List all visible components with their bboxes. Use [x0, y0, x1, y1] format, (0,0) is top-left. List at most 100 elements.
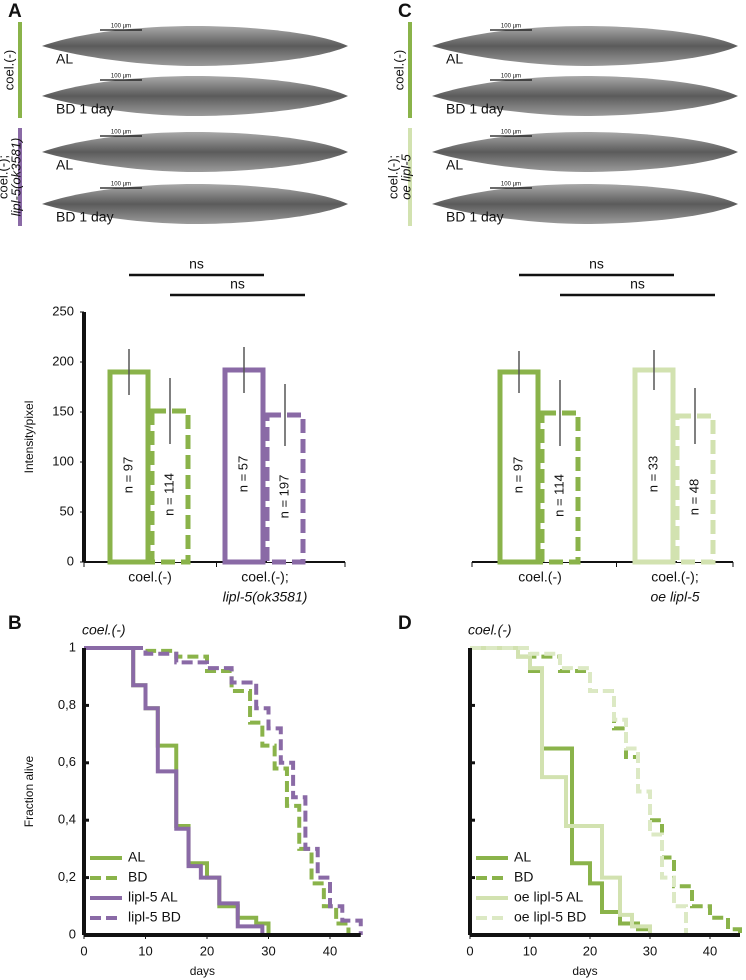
x-axis-label: days [572, 964, 597, 978]
x-tick-label: coel.(-) [518, 569, 562, 585]
worm-image [432, 26, 738, 66]
survival-curve [470, 646, 688, 935]
y-tick-label: 0,2 [58, 869, 76, 884]
y-tick-label: 150 [52, 403, 74, 418]
y-tick-label: 0,4 [58, 812, 76, 827]
x-tick-label: 20 [200, 943, 214, 958]
y-tick-label: 1 [69, 639, 76, 654]
legend-label: BD [128, 869, 147, 885]
x-tick-label: coel.(-); [241, 569, 288, 585]
worm-image [432, 76, 738, 116]
y-tick-label: 0,8 [58, 697, 76, 712]
legend-label: BD [514, 869, 533, 885]
n-label: n = 114 [551, 474, 566, 517]
x-tick-label: 0 [80, 943, 87, 958]
image-label: BD 1 day [56, 101, 114, 117]
scale-bar-label: 100 µm [111, 182, 131, 188]
group-label: oe lipl-5 [398, 153, 413, 199]
worm-image [42, 26, 348, 66]
image-label: AL [446, 157, 463, 173]
survival-curve [84, 646, 265, 935]
scale-bar-label: 100 µm [111, 130, 131, 136]
legend-label: oe lipl-5 BD [514, 909, 586, 925]
worm-image [42, 184, 348, 224]
x-tick-label: coel.(-) [128, 569, 172, 585]
significance-label: ns [589, 256, 604, 272]
group-label: lipl-5(ok3581) [8, 138, 23, 217]
group-label: coel.(-); [0, 155, 10, 199]
y-tick-label: 50 [60, 503, 74, 518]
panel-label: B [8, 613, 22, 634]
x-tick-label: 10 [138, 943, 152, 958]
scale-bar-label: 100 µm [501, 24, 521, 30]
survival-curve [470, 646, 652, 935]
n-label: n = 97 [510, 457, 525, 494]
image-label: BD 1 day [56, 209, 114, 225]
n-label: n = 97 [120, 457, 135, 494]
panel-label: D [398, 613, 412, 634]
group-bar [18, 128, 22, 226]
image-label: AL [56, 51, 73, 67]
legend-label: lipl-5 AL [128, 889, 178, 905]
group-label: coel.(-); [385, 155, 400, 199]
x-tick-label: 20 [583, 943, 597, 958]
y-tick-label: 200 [52, 353, 74, 368]
image-label: BD 1 day [446, 101, 504, 117]
n-label: n = 57 [235, 456, 250, 493]
x-tick-label: coel.(-); [651, 569, 698, 585]
panel-label: C [398, 1, 412, 22]
panel-label: A [8, 1, 22, 22]
significance-label: ns [630, 276, 645, 292]
chart-title: coel.(-) [82, 622, 126, 638]
n-label: n = 114 [161, 473, 176, 516]
significance-label: ns [189, 256, 204, 272]
worm-image [432, 184, 738, 224]
x-tick-label: oe lipl-5 [650, 589, 699, 605]
y-tick-label: 0 [69, 926, 76, 941]
bar [497, 369, 541, 565]
group-bar [408, 128, 412, 226]
y-tick-label: 0 [67, 553, 74, 568]
worm-image [42, 132, 348, 172]
x-tick-label: 30 [261, 943, 275, 958]
image-label: BD 1 day [446, 209, 504, 225]
worm-image [42, 76, 348, 116]
significance-label: ns [230, 276, 245, 292]
bar [632, 367, 676, 565]
image-label: AL [56, 157, 73, 173]
scale-bar-label: 100 µm [111, 74, 131, 80]
scale-bar-label: 100 µm [111, 24, 131, 30]
scale-bar-label: 100 µm [501, 182, 521, 188]
legend-label: AL [128, 849, 145, 865]
n-label: n = 48 [686, 479, 701, 516]
legend-label: lipl-5 BD [128, 909, 181, 925]
group-label: coel.(-) [1, 50, 16, 90]
x-axis-label: days [190, 964, 215, 978]
bar [107, 369, 151, 565]
x-tick-label: 10 [523, 943, 537, 958]
legend-label: oe lipl-5 AL [514, 889, 583, 905]
y-axis-label: Intensity/pixel [22, 401, 36, 474]
y-tick-label: 100 [52, 453, 74, 468]
y-tick-label: 250 [52, 303, 74, 318]
n-label: n = 33 [645, 456, 660, 493]
y-tick-label: 0,6 [58, 754, 76, 769]
x-tick-label: lipl-5(ok3581) [223, 589, 308, 605]
image-label: AL [446, 51, 463, 67]
x-tick-label: 30 [643, 943, 657, 958]
group-bar [408, 22, 412, 118]
survival-curve [84, 646, 351, 935]
worm-image [432, 132, 738, 172]
x-tick-label: 0 [466, 943, 473, 958]
y-axis-label: Fraction alive [22, 756, 36, 828]
x-tick-label: 40 [703, 943, 717, 958]
group-bar [18, 22, 22, 118]
legend-label: AL [514, 849, 531, 865]
scale-bar-label: 100 µm [501, 74, 521, 80]
group-label: coel.(-) [391, 50, 406, 90]
chart-title: coel.(-) [468, 622, 512, 638]
survival-curve [84, 646, 363, 935]
x-tick-label: 40 [323, 943, 337, 958]
scale-bar-label: 100 µm [501, 130, 521, 136]
